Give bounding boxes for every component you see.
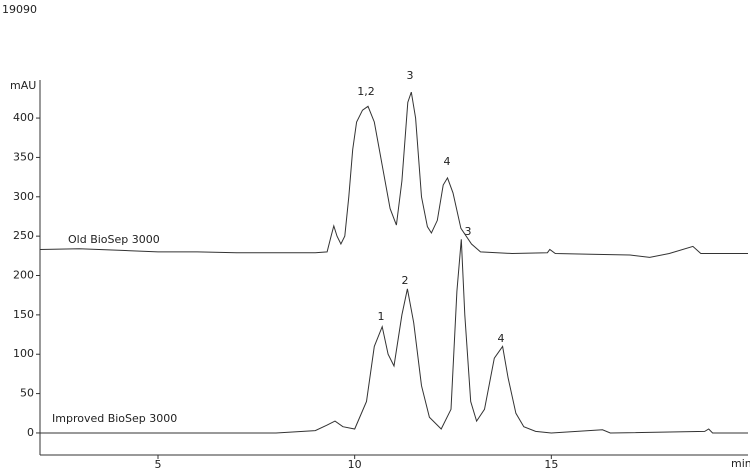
y-tick-label: 100 [13,347,34,360]
y-tick-label: 300 [13,190,34,203]
x-tick-label: 15 [544,458,558,469]
y-tick-label: 400 [13,111,34,124]
x-tick-label: 5 [155,458,162,469]
x-axis-label: min [731,457,750,469]
y-tick-label: 0 [27,426,34,439]
peak-label: 4 [498,332,505,345]
peak-label: 2 [402,274,409,287]
chromatogram-line [39,91,748,258]
y-tick-label: 150 [13,308,34,321]
x-tick-label: 10 [348,458,362,469]
series-label: Old BioSep 3000 [68,233,160,246]
chromatogram-line [40,239,748,434]
y-tick-label: 350 [13,150,34,163]
chart-title: 19090 [2,3,37,16]
y-tick-label: 50 [20,387,34,400]
series-label: Improved BioSep 3000 [52,412,177,425]
peak-label: 4 [444,155,451,168]
y-axis-label: mAU [10,79,36,92]
peak-label: 1 [378,310,385,323]
peak-label: 1,2 [357,85,375,98]
y-tick-label: 250 [13,229,34,242]
peak-label: 3 [407,69,414,82]
peak-label: 3 [465,225,472,238]
y-tick-label: 200 [13,269,34,282]
